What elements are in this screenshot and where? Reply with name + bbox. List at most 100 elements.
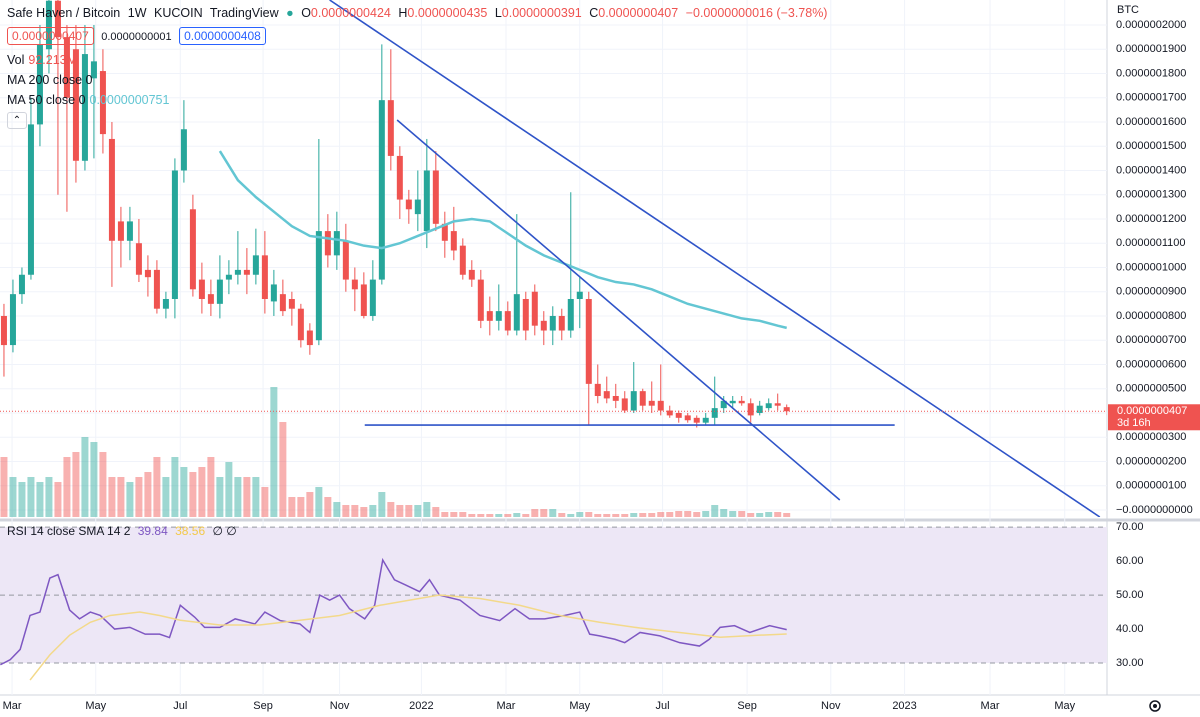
x-tick-label: May [569, 700, 590, 712]
y-tick-label: 0.0000001500 [1116, 140, 1186, 152]
y-tick-label: 0.0000001800 [1116, 67, 1186, 79]
volume-bar [405, 505, 413, 517]
y-tick-label: 0.0000001900 [1116, 43, 1186, 55]
candle-body [198, 279, 205, 299]
volume-bar [171, 457, 179, 517]
c-label: C [589, 6, 599, 20]
exchange: KUCOIN [153, 6, 203, 20]
x-tick-label: Sep [737, 700, 757, 712]
volume-bar [153, 457, 161, 517]
x-tick-label: Jul [656, 700, 670, 712]
volume-bar [297, 497, 305, 517]
volume-bar [477, 514, 485, 517]
volume-bar [72, 452, 80, 517]
volume-bar [756, 513, 764, 517]
last-price-label: 0.0000000407 [1117, 405, 1187, 417]
rsi-row: RSI 14 close SMA 14 2 39.84 38.56 ∅ ∅ [7, 524, 241, 538]
volume-bar [279, 422, 287, 517]
sell-box[interactable]: 0.0000000407 [7, 27, 94, 45]
candle-body [594, 383, 601, 396]
volume-bar [108, 477, 116, 517]
collapse-button[interactable]: ⌃ [7, 112, 27, 129]
candle-body [369, 279, 376, 316]
candle-body [459, 245, 466, 275]
candle-body [90, 61, 97, 79]
rsi-label: RSI 14 close SMA 14 2 [7, 524, 131, 538]
candle-body [558, 315, 565, 331]
volume-bar [495, 514, 503, 517]
candle-body [45, 0, 52, 50]
candle-body [108, 138, 115, 241]
volume-bar [369, 505, 377, 517]
y-tick-label: 0.0000000900 [1116, 286, 1186, 298]
candle-body [351, 279, 358, 290]
volume-bar [513, 513, 521, 517]
ma50-label: MA 50 close 0 [7, 93, 86, 107]
rsi-line [0, 557, 787, 666]
x-tick-label: 2023 [892, 700, 916, 712]
buy-box[interactable]: 0.0000000408 [179, 27, 266, 45]
vol-row: Vol 92.213M [7, 53, 81, 67]
rsi-tick-label: 60.00 [1116, 555, 1144, 567]
candle-body [405, 199, 412, 210]
candle-body [126, 221, 133, 241]
ma50-value: 0.0000000751 [89, 93, 170, 107]
symbol[interactable]: Safe Haven / Bitcoin [7, 6, 121, 20]
candle-body [189, 209, 196, 290]
volume-bar [0, 457, 8, 517]
candle-body [549, 315, 556, 331]
candle-body [666, 410, 673, 416]
y-tick-label: 0.0000001200 [1116, 213, 1186, 225]
candle-body [738, 400, 745, 404]
candle-body [675, 412, 682, 418]
candle-body [234, 269, 241, 275]
candle-body [486, 311, 493, 321]
candle-body [504, 311, 511, 331]
y-tick-label: 0.0000000300 [1116, 431, 1186, 443]
high-value: 0.0000000435 [407, 6, 488, 20]
y-tick-label: −0.0000000000 [1116, 504, 1193, 516]
volume-bar [90, 442, 98, 517]
volume-bar [333, 502, 341, 517]
rsi-tick-label: 30.00 [1116, 657, 1144, 669]
interval: 1W [127, 6, 147, 20]
spread: 0.0000000001 [101, 31, 172, 43]
candle-body [441, 223, 448, 241]
change-value: −0.0000000016 (−3.78%) [685, 6, 828, 20]
candle-body [621, 398, 628, 411]
ma200-label: MA 200 close 0 [7, 73, 93, 87]
candle-body [171, 170, 178, 299]
candle-body [315, 231, 322, 341]
h-label: H [398, 6, 408, 20]
candle-body [180, 129, 187, 171]
volume-bar [252, 477, 260, 517]
candle-body [81, 54, 88, 161]
volume-bar [432, 507, 440, 517]
volume-bar [603, 514, 611, 517]
volume-bar [702, 511, 710, 517]
x-tick-label: Nov [330, 700, 350, 712]
volume-bar [45, 477, 53, 517]
candle-body [297, 308, 304, 341]
y-tick-label: 0.0000001100 [1116, 237, 1186, 249]
candle-body [765, 403, 772, 409]
candle-body [135, 243, 142, 275]
settings-icon[interactable] [1149, 700, 1161, 712]
candle-body [729, 400, 736, 404]
x-tick-label: Mar [3, 700, 22, 712]
candle-body [495, 311, 502, 321]
volume-bar [342, 505, 350, 517]
trendline [396, 119, 841, 501]
candle-body [567, 298, 574, 331]
rsi-sma-value: 38.56 [175, 524, 206, 538]
candle-body [207, 294, 214, 304]
currency-label[interactable]: BTC [1117, 4, 1139, 16]
x-tick-label: Sep [253, 700, 273, 712]
volume-bar [441, 512, 449, 517]
volume-bar [540, 509, 548, 517]
candle-body [225, 274, 232, 280]
candle-body [99, 71, 106, 135]
x-tick-label: 2022 [409, 700, 433, 712]
volume-bar [531, 509, 539, 517]
